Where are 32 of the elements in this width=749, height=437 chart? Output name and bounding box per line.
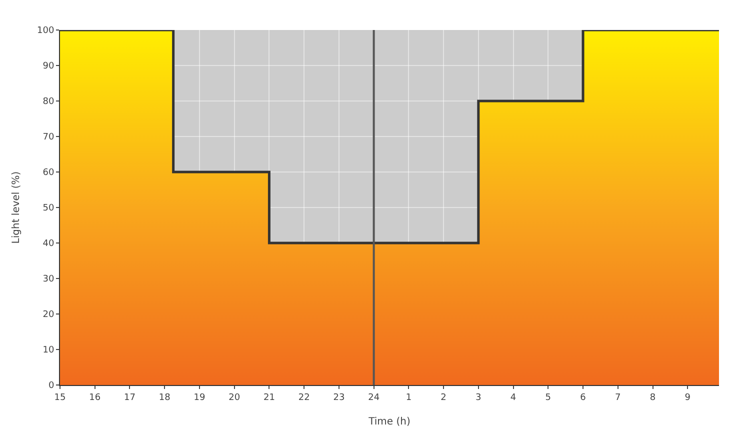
y-tick-label: 40 [42, 239, 54, 250]
x-tick-label: 4 [510, 392, 516, 403]
x-tick-label: 5 [545, 392, 552, 403]
x-tick-label: 7 [615, 392, 621, 403]
x-tick-label: 19 [194, 392, 206, 403]
x-tick-label: 1 [406, 392, 412, 403]
x-tick-label: 6 [580, 392, 586, 403]
x-tick-label: 9 [684, 392, 691, 403]
y-tick-label: 10 [42, 346, 54, 356]
x-tick-label: 17 [124, 392, 136, 403]
x-tick-label: 2 [440, 392, 446, 403]
y-tick-label: 80 [42, 97, 54, 108]
y-tick-label: 30 [42, 274, 54, 285]
y-tick-label: 100 [37, 26, 54, 36]
y-tick-label: 50 [42, 204, 54, 214]
x-tick-label: 20 [228, 392, 240, 403]
x-tick-label: 21 [263, 392, 275, 403]
x-tick-label: 22 [298, 392, 310, 403]
x-tick-label: 18 [158, 392, 171, 403]
x-tick-label: 8 [650, 392, 656, 403]
x-tick-label: 15 [54, 392, 66, 403]
y-axis-title: Light level (%) [11, 171, 22, 244]
y-tick-label: 70 [42, 132, 54, 143]
y-tick-label: 20 [42, 310, 54, 320]
y-tick-label: 90 [42, 62, 54, 72]
y-tick-label: 60 [42, 168, 54, 178]
x-tick-label: 16 [89, 392, 101, 403]
x-tick-label: 3 [476, 392, 482, 403]
y-tick-label: 0 [48, 381, 54, 392]
x-axis-title: Time (h) [368, 416, 410, 428]
x-tick-label: 23 [333, 392, 345, 403]
x-tick-label: 24 [368, 392, 380, 403]
